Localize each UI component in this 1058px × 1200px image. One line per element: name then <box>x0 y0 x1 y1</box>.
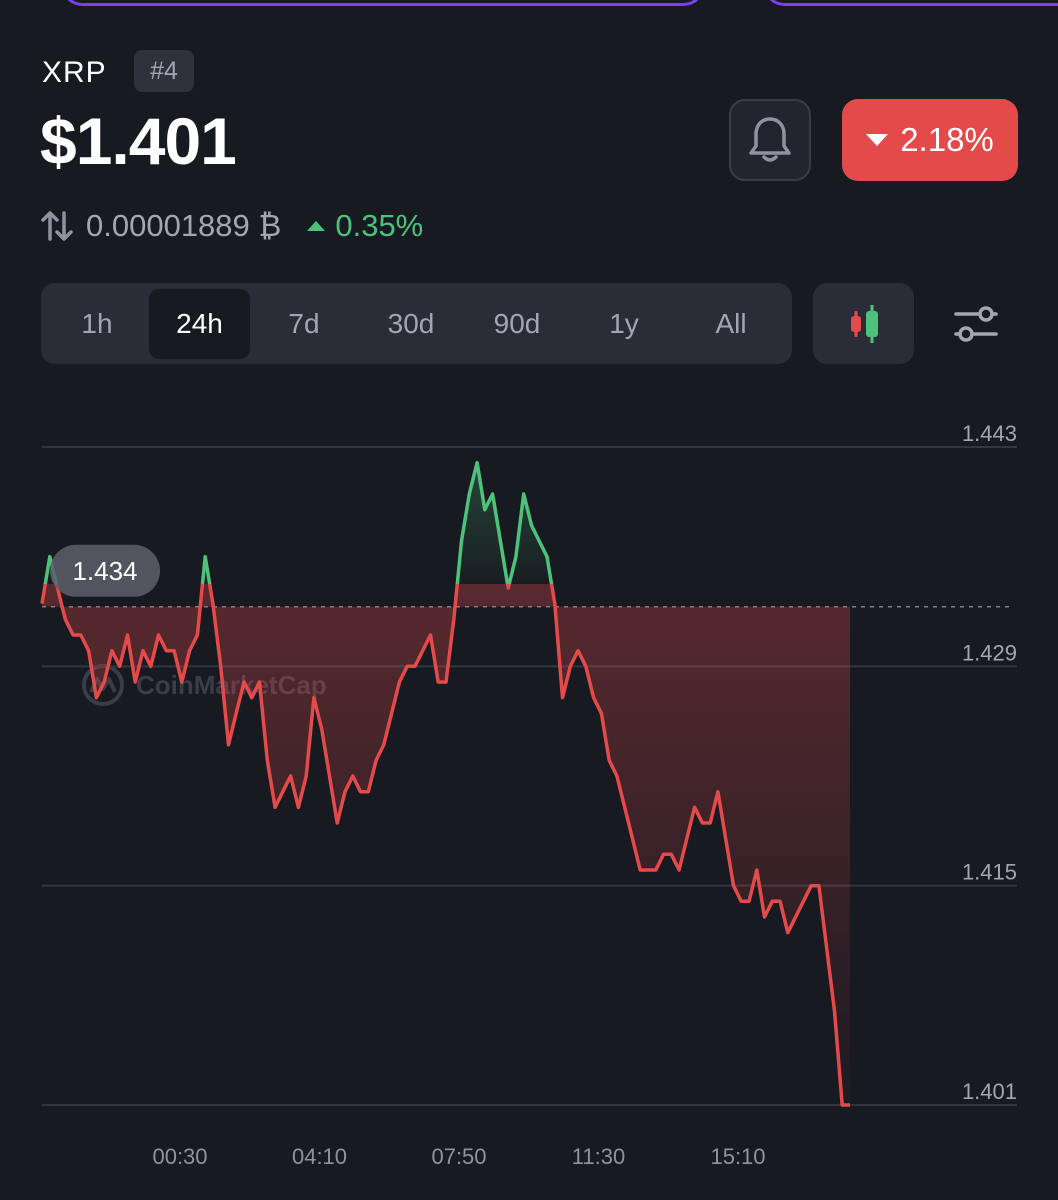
area-fill-above <box>45 462 552 584</box>
sliders-icon <box>954 306 998 342</box>
tab-24h[interactable]: 24h <box>149 288 250 359</box>
btc-change: 0.35% <box>307 208 423 244</box>
tab-7d[interactable]: 7d <box>288 307 320 339</box>
x-tick-label: 04:10 <box>292 1144 347 1169</box>
tab-1h[interactable]: 1h <box>81 307 113 339</box>
down-triangle-icon <box>866 134 889 146</box>
bell-icon <box>749 117 791 162</box>
chart-settings-button[interactable] <box>950 300 1002 348</box>
swap-arrows-icon[interactable] <box>40 209 74 243</box>
x-tick-label: 15:10 <box>710 1144 765 1169</box>
tab-90d[interactable]: 90d <box>493 307 541 339</box>
change-24h-value: 2.18% <box>900 121 994 158</box>
coin-symbol: XRP <box>42 56 107 89</box>
price-alert-button[interactable] <box>729 99 811 181</box>
change-24h-badge: 2.18% <box>842 99 1018 181</box>
baseline-label: 1.434 <box>50 544 160 597</box>
area-fill-below <box>42 584 850 1105</box>
coin-price: $1.401 <box>40 104 237 178</box>
top-tab-left[interactable] <box>60 0 706 6</box>
x-tick-label: 07:50 <box>431 1144 486 1169</box>
x-tick-label: 00:30 <box>152 1144 207 1169</box>
candlestick-icon <box>850 304 878 343</box>
btc-price-row: 0.00001889 ₿ 0.35% <box>40 206 423 246</box>
y-tick-label: 1.415 <box>962 860 1017 885</box>
x-tick-label: 11:30 <box>572 1144 625 1169</box>
tab-30d[interactable]: 30d <box>387 307 435 339</box>
y-tick-label: 1.443 <box>962 421 1017 446</box>
up-triangle-icon <box>307 221 326 231</box>
y-tick-label: 1.429 <box>962 640 1017 665</box>
tab-all[interactable]: All <box>715 307 747 339</box>
baseline-label-text: 1.434 <box>72 556 137 586</box>
btc-change-value: 0.35% <box>335 208 424 243</box>
tab-1y[interactable]: 1y <box>609 307 639 339</box>
time-range-selector: 1h 24h 7d 30d 90d 1y All <box>41 283 792 364</box>
price-chart[interactable]: 1.443 1.429 1.415 1.401 00:30 04:10 07:50 11:30… <box>0 410 1058 1200</box>
baseline-label-pill <box>50 544 160 597</box>
top-tab-right[interactable] <box>762 0 1058 6</box>
rank-badge: #4 <box>134 50 194 92</box>
y-tick-label: 1.401 <box>962 1079 1017 1104</box>
chart-type-button[interactable] <box>813 283 914 364</box>
btc-price: 0.00001889 ₿ <box>86 208 282 243</box>
price-line-down <box>40 584 850 1107</box>
